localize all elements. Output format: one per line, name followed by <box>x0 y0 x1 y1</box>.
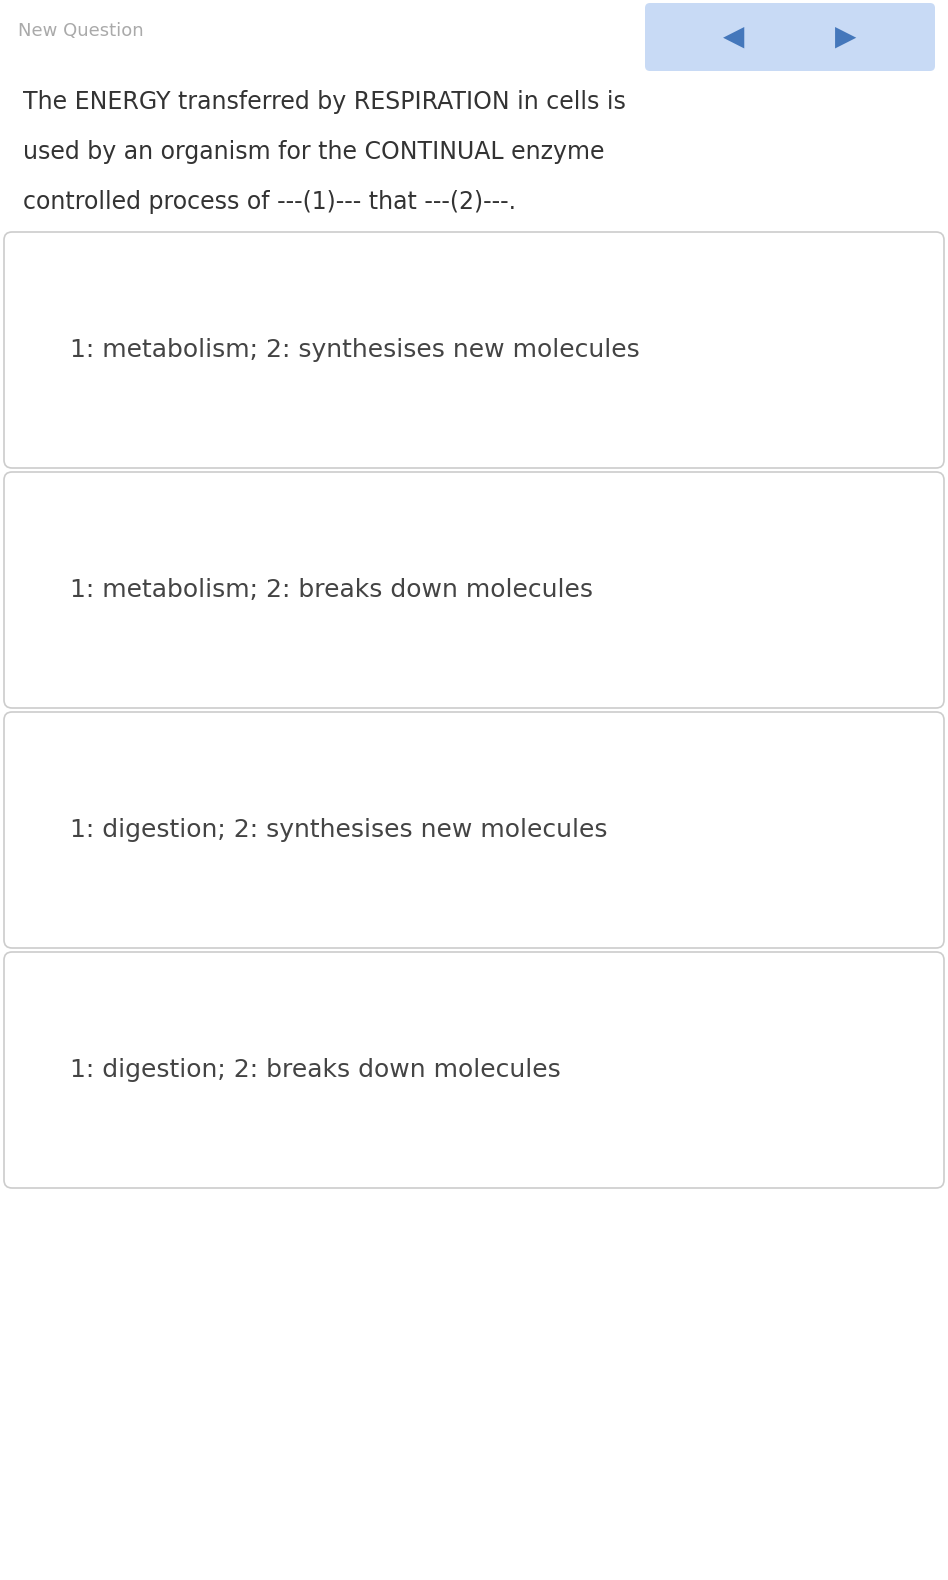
Text: ▶: ▶ <box>835 24 857 51</box>
Text: used by an organism for the CONTINUAL enzyme: used by an organism for the CONTINUAL en… <box>23 141 605 164</box>
FancyBboxPatch shape <box>645 3 935 71</box>
Text: controlled process of ---(1)--- that ---(2)---.: controlled process of ---(1)--- that ---… <box>23 190 516 213</box>
Text: 1: digestion; 2: breaks down molecules: 1: digestion; 2: breaks down molecules <box>70 1059 561 1082</box>
Text: New Question: New Question <box>18 22 144 40</box>
FancyBboxPatch shape <box>4 232 944 468</box>
Text: 1: metabolism; 2: synthesises new molecules: 1: metabolism; 2: synthesises new molecu… <box>70 338 640 362</box>
Text: 1: digestion; 2: synthesises new molecules: 1: digestion; 2: synthesises new molecul… <box>70 818 608 842</box>
Text: 1: metabolism; 2: breaks down molecules: 1: metabolism; 2: breaks down molecules <box>70 578 593 602</box>
Text: The ENERGY transferred by RESPIRATION in cells is: The ENERGY transferred by RESPIRATION in… <box>23 90 626 114</box>
FancyBboxPatch shape <box>4 472 944 708</box>
FancyBboxPatch shape <box>4 713 944 948</box>
FancyBboxPatch shape <box>4 953 944 1188</box>
Text: ◀: ◀ <box>723 24 745 51</box>
